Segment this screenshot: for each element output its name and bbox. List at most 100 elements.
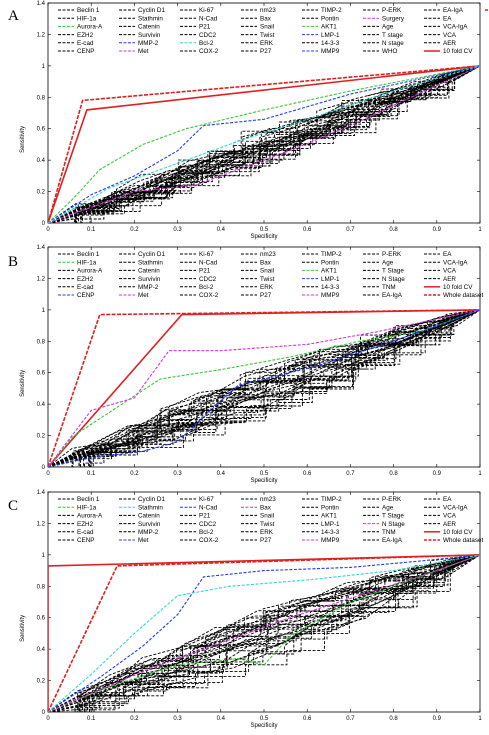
x-tick-label: 0.1 [87, 471, 96, 477]
legend-label: ERK [260, 529, 274, 536]
legend-label: P21 [199, 24, 211, 31]
y-axis-label: Sensitivity [20, 370, 26, 397]
x-tick-label: 0.7 [346, 227, 355, 233]
legend-label: N Stage [382, 276, 405, 283]
legend-label: Bax [260, 15, 272, 22]
legend-label: Cyclin D1 [138, 7, 165, 14]
roc-curve-n-cad [48, 554, 480, 712]
y-axis-label: Sensitivity [20, 126, 26, 153]
legend-label: Bcl-2 [199, 529, 214, 536]
roc-curve-background [48, 309, 480, 467]
roc-curve-background [48, 309, 480, 467]
roc-curve-aurora-a [48, 65, 480, 223]
y-tick-label: 0.8 [37, 95, 46, 101]
legend-label: EZH2 [77, 521, 94, 528]
legend-label: nm23 [260, 251, 276, 258]
x-tick-label: 1 [478, 471, 482, 477]
legend-label: 10 fold CV [443, 529, 473, 536]
legend-label: Pontin [321, 259, 339, 266]
legend-label: Aurora-A [77, 24, 103, 31]
roc-curve-background [48, 554, 480, 712]
y-tick-label: 0 [42, 710, 46, 716]
legend-label: E-cad [77, 284, 94, 291]
x-tick-label: 0.8 [389, 227, 398, 233]
roc-curve-background [48, 65, 480, 223]
legend-label: Age [382, 24, 394, 31]
x-tick-label: 0.2 [130, 227, 139, 233]
roc-curve-background [48, 309, 480, 467]
x-axis-label: Specificity [250, 478, 277, 484]
legend-label: Snail [260, 513, 274, 520]
roc-curve-10-fold-cv [48, 309, 480, 467]
legend-label: COX-2 [199, 537, 219, 544]
roc-curve-background [48, 554, 480, 712]
legend-label: Met [138, 537, 149, 544]
x-tick-label: 0.6 [303, 471, 312, 477]
legend-label: TIMP-2 [321, 496, 342, 503]
legend-label: N-Cad [199, 504, 218, 511]
legend-label: MMP-2 [138, 284, 159, 291]
legend-label: VCA-IgA [443, 504, 468, 511]
y-tick-label: 0.2 [37, 190, 46, 196]
legend-label: HIF-1a [77, 504, 97, 511]
legend-label: P27 [260, 537, 272, 544]
x-tick-label: 0.9 [433, 227, 442, 233]
roc-curve-surgery [48, 65, 480, 223]
x-tick-label: 0.9 [433, 471, 442, 477]
legend-label: T stage [382, 32, 403, 39]
roc-curve-background [48, 554, 480, 712]
roc-curve-whole-dataset [48, 65, 480, 223]
roc-curve-bcl-2 [48, 65, 480, 223]
legend-label: EA-IgA [382, 537, 403, 544]
roc-curve-background [48, 554, 480, 712]
legend-label: EA-IgA [443, 7, 464, 14]
x-tick-label: 1 [478, 716, 482, 722]
legend-label: P-ERK [382, 7, 402, 14]
legend-label: EA [443, 251, 452, 258]
legend-label: Bax [260, 259, 272, 266]
roc-curve-background [48, 309, 480, 467]
curves [48, 554, 480, 712]
legend-label: CDC2 [199, 276, 217, 283]
legend-label: AER [443, 276, 456, 283]
y-tick-label: 0.4 [37, 402, 46, 408]
y-tick-label: 0 [42, 221, 46, 227]
y-tick-label: 0 [42, 465, 46, 471]
legend-label: TNM [382, 284, 396, 291]
legend-label: Stathmin [138, 504, 163, 511]
y-axis-label: Sensitivity [20, 615, 26, 642]
legend-label: Ki-67 [199, 251, 214, 258]
legend-label: nm23 [260, 496, 276, 503]
panel-letter: B [8, 254, 18, 270]
panel-B: B 0 0.1 0.2 0.3 0.4 0.5 0.6 0.7 0.8 0.9 1 0 0.2 0.4 0.6… [8, 245, 484, 484]
legend-label: EA [443, 496, 452, 503]
legend-label: VCA [443, 268, 457, 275]
legend-label: AER [443, 521, 456, 528]
y-tick-label: 0.2 [37, 434, 46, 440]
legend-label: VCA [443, 513, 457, 520]
roc-curve-background [48, 309, 480, 467]
y-tick-label: 0.4 [37, 647, 46, 653]
legend-label: Ki-67 [199, 7, 214, 14]
roc-curve-background [48, 65, 480, 223]
legend-label: Aurora-A [77, 268, 103, 275]
legend-label: Twist [260, 276, 275, 283]
y-tick-label: 0.6 [37, 616, 46, 622]
roc-curve-background [48, 65, 480, 223]
legend-label: Bax [260, 504, 272, 511]
legend-label: N-Cad [199, 15, 218, 22]
legend-label: Stathmin [138, 259, 163, 266]
roc-curve-background [48, 554, 480, 712]
legend-label: EZH2 [77, 32, 94, 39]
y-tick-label: 0.6 [37, 371, 46, 377]
x-tick-label: 0 [46, 471, 50, 477]
legend-label: Age [382, 504, 394, 511]
legend-label: N-Cad [199, 259, 218, 266]
roc-curve-background [48, 554, 480, 712]
legend-label: Cyclin D1 [138, 251, 165, 258]
y-tick-label: 1 [42, 64, 46, 70]
legend-label: 14-3-3 [321, 529, 340, 536]
roc-curve-background [48, 309, 480, 467]
